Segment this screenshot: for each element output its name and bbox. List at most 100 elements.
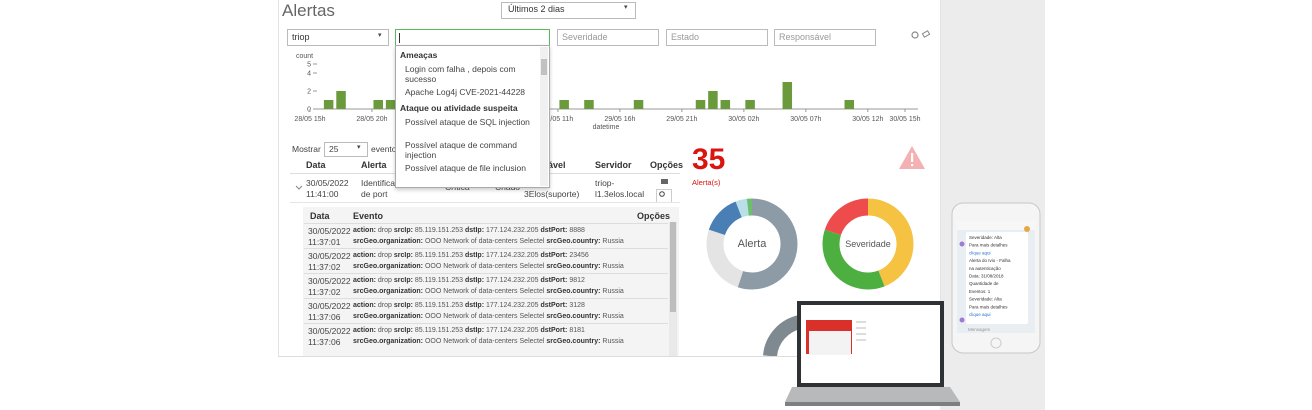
phone-line: Alerta do Ivio - Falha xyxy=(969,258,1011,263)
phone-button xyxy=(990,337,1002,349)
event-line: action: drop srcIp: 85.119.151.253 dstIp… xyxy=(353,252,589,259)
event-date: 30/05/2022 xyxy=(308,226,351,236)
event-key: dstIp: xyxy=(464,252,485,259)
dropdown-group: Ameaças xyxy=(400,50,438,60)
bar xyxy=(385,100,396,109)
caret: ▾ xyxy=(624,4,628,11)
host-select[interactable]: triop ▾ xyxy=(287,29,389,46)
event-value: 85.119.151.253 xyxy=(414,252,464,259)
event-line: action: drop srcIp: 85.119.151.253 dstIp… xyxy=(353,277,585,284)
event-key: srcIp: xyxy=(393,252,413,259)
dropdown-item[interactable]: Possível ataque de file inclusion xyxy=(405,163,526,173)
event-value: 177.124.232.205 xyxy=(486,252,539,259)
y-tick-label: 5 xyxy=(307,62,311,69)
event-divider xyxy=(304,323,668,324)
page-size-select[interactable]: 25 ▾ xyxy=(324,142,368,157)
event-key: srcGeo.organization: xyxy=(353,263,424,270)
event-value: 85.119.151.253 xyxy=(414,302,464,309)
event-time: 11:37:06 xyxy=(308,312,341,322)
dropdown-item[interactable]: Possível ataque de SQL injection xyxy=(405,117,530,127)
x-tick-label: 30/05 15h xyxy=(889,116,920,123)
x-tick-label: 30/05 12h xyxy=(852,116,883,123)
donut-segment xyxy=(706,198,798,290)
event-key: srcIp: xyxy=(393,327,413,334)
phone-avatar xyxy=(1024,226,1030,232)
event-key: dstPort: xyxy=(540,227,568,234)
filter-placeholder: Severidade xyxy=(562,32,608,42)
row-divider xyxy=(290,202,680,203)
event-date: 30/05/2022 xyxy=(308,251,351,261)
event-date: 30/05/2022 xyxy=(308,276,351,286)
chat-avatar xyxy=(959,317,965,323)
phone-line: Quantidade de xyxy=(969,281,999,286)
bar xyxy=(373,100,383,109)
dropdown-scrollbar xyxy=(540,47,548,186)
x-tick-label: 28/05 15h xyxy=(294,116,325,123)
x-tick-label: 29/05 21h xyxy=(666,116,697,123)
bar xyxy=(720,100,731,109)
event-value: 177.124.232.205 xyxy=(486,277,539,284)
event-line: srcGeo.organization: OOO Network of data… xyxy=(353,238,624,245)
x-tick-label: 29/05 16h xyxy=(604,116,635,123)
filter-input[interactable]: Severidade xyxy=(557,29,659,46)
phone-appbar xyxy=(957,221,1035,230)
bar xyxy=(745,100,755,109)
phone-line: Severidade: Alta xyxy=(969,297,1002,302)
dropdown-item[interactable]: Login com falha , depois com sucesso xyxy=(405,64,516,84)
table-header: Opções xyxy=(650,160,684,170)
event-key: dstIp: xyxy=(464,327,485,334)
page-title: Alertas xyxy=(282,1,335,20)
bar xyxy=(633,100,644,109)
event-line: srcGeo.organization: OOO Network of data… xyxy=(353,263,624,270)
period-select[interactable]: Últimos 2 dias ▾ xyxy=(501,2,636,19)
event-line: srcGeo.organization: OOO Network of data… xyxy=(353,338,624,345)
event-value: OOO Network of data-centers Selectel xyxy=(424,338,545,345)
donut-label: Alerta xyxy=(738,238,768,250)
event-value: drop xyxy=(377,277,392,284)
event-key: srcIp: xyxy=(393,302,413,309)
event-header: Evento xyxy=(353,211,384,221)
caret: ▾ xyxy=(378,32,382,39)
bar xyxy=(708,91,718,109)
event-value: OOO Network of data-centers Selectel xyxy=(424,288,545,295)
phone-line: Para mais detalhes xyxy=(969,304,1008,309)
text-cursor xyxy=(399,33,400,43)
cell-alert: Identificação de port scan xyxy=(361,178,403,199)
show-label: Mostrar xyxy=(292,144,321,154)
event-divider xyxy=(304,273,668,274)
y-tick-label: 2 xyxy=(307,89,311,96)
event-value: 3128 xyxy=(569,302,585,309)
event-key: srcGeo.country: xyxy=(546,288,601,295)
option-icon xyxy=(661,179,668,184)
bar xyxy=(782,82,793,109)
event-divider xyxy=(304,223,668,224)
dropdown-group: Ataque ou atividade suspeita xyxy=(400,103,518,113)
page-size: 25 xyxy=(329,144,339,154)
event-value: drop xyxy=(377,227,392,234)
partial-donut xyxy=(763,315,802,357)
event-key: srcGeo.country: xyxy=(546,313,601,320)
event-line: srcGeo.organization: OOO Network of data… xyxy=(353,313,624,320)
event-value: Russia xyxy=(602,338,624,345)
cell-time: 11:41:00 xyxy=(306,189,339,199)
scrollbar-thumb xyxy=(670,222,676,312)
filter-input[interactable]: Responsável xyxy=(774,29,876,46)
dropdown-item[interactable]: Apache Log4j CVE-2021-44228 xyxy=(405,87,526,97)
event-key: srcGeo.organization: xyxy=(353,313,424,320)
phone-line: Severidade: Alta xyxy=(969,235,1002,240)
event-key: srcGeo.organization: xyxy=(353,238,424,245)
event-time: 11:37:06 xyxy=(308,337,341,347)
bar xyxy=(559,100,569,109)
event-value: 85.119.151.253 xyxy=(414,277,464,284)
donut-segment xyxy=(822,198,914,290)
phone-line: Para mais detalhes xyxy=(969,243,1008,248)
table-header: Servidor xyxy=(595,160,632,170)
donut-label: Severidade xyxy=(845,239,891,249)
filter-input[interactable]: Estado xyxy=(666,29,768,46)
event-key: srcGeo.organization: xyxy=(353,288,424,295)
dropdown-item[interactable]: Identificação de port scan xyxy=(405,186,502,187)
phone-line: clique aqui xyxy=(969,250,991,255)
dropdown-item[interactable]: Possível ataque de command injection xyxy=(405,140,517,160)
